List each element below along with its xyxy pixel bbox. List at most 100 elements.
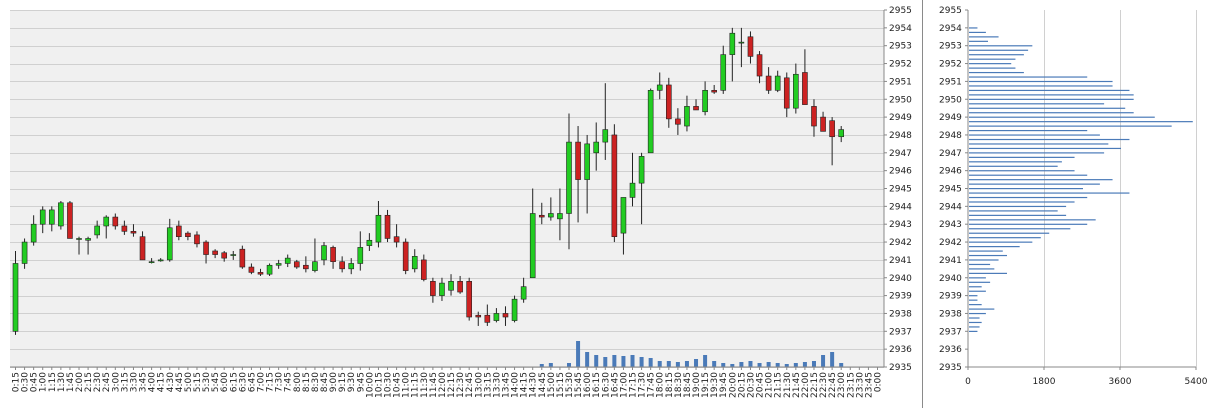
time-tick-label: 13:45 bbox=[501, 372, 511, 398]
time-tick-label: 22:30 bbox=[819, 372, 829, 398]
volume-bar bbox=[793, 363, 798, 367]
profile-price-tick-label: 2954 bbox=[939, 24, 962, 34]
profile-bar bbox=[969, 304, 982, 306]
time-tick-label: 4:45 bbox=[175, 372, 185, 392]
profile-bar bbox=[969, 246, 1020, 248]
volume-bar bbox=[694, 359, 699, 367]
volume-bar bbox=[766, 362, 771, 367]
candle-body bbox=[756, 54, 763, 77]
time-tick-label: 3:00 bbox=[111, 372, 121, 392]
volume-bar bbox=[811, 361, 816, 367]
candle-body bbox=[275, 263, 282, 266]
profile-bar bbox=[969, 299, 978, 301]
time-tick-label: 16:45 bbox=[610, 372, 620, 398]
candle-body bbox=[457, 281, 463, 293]
profile-bar bbox=[969, 138, 1130, 141]
price-tick-label: 2950 bbox=[889, 95, 912, 105]
candle-body bbox=[148, 261, 155, 263]
candle-body bbox=[121, 225, 128, 232]
candle-body bbox=[166, 227, 173, 261]
profile-bar bbox=[969, 116, 1155, 118]
profile-bar bbox=[969, 80, 1113, 83]
time-tick-label: 20:30 bbox=[746, 372, 756, 398]
volume-bar bbox=[802, 362, 807, 367]
time-tick-label: 9:30 bbox=[347, 372, 357, 392]
candle-body bbox=[375, 214, 382, 243]
time-tick-label: 12:30 bbox=[456, 372, 466, 398]
volume-bar bbox=[539, 364, 544, 367]
time-tick-label: 17:45 bbox=[647, 372, 657, 398]
candle-body bbox=[829, 120, 835, 138]
candle-body bbox=[284, 257, 291, 264]
candle-body bbox=[838, 129, 845, 138]
candle-body bbox=[248, 266, 255, 273]
profile-price-tick-label: 2952 bbox=[939, 60, 962, 70]
price-tick-label: 2951 bbox=[889, 77, 912, 87]
profile-bar bbox=[969, 259, 999, 261]
profile-bar bbox=[969, 188, 1083, 190]
profile-bar bbox=[969, 170, 1075, 172]
candle-body bbox=[58, 202, 64, 227]
price-tick-label: 2940 bbox=[889, 274, 912, 284]
price-tick-label: 2937 bbox=[889, 327, 912, 337]
time-tick-label: 19:30 bbox=[710, 372, 720, 398]
time-tick-label: 21:30 bbox=[783, 372, 793, 398]
volume-bar bbox=[639, 357, 644, 367]
time-tick-label: 21:15 bbox=[774, 372, 784, 398]
price-tick-label: 2954 bbox=[889, 24, 912, 34]
time-tick-label: 16:30 bbox=[601, 372, 611, 398]
candle-body bbox=[611, 134, 618, 237]
candle-body bbox=[620, 197, 627, 234]
candle-body bbox=[312, 261, 318, 271]
profile-price-tick-label: 2955 bbox=[939, 6, 962, 16]
time-tick-label: 18:00 bbox=[656, 372, 666, 398]
candle-body bbox=[357, 247, 364, 264]
candle-body bbox=[466, 281, 472, 318]
time-tick-label: 6:00 bbox=[220, 372, 230, 392]
profile-bar bbox=[969, 268, 995, 270]
profile-bar bbox=[969, 89, 1130, 92]
profile-price-tick-label: 2951 bbox=[939, 77, 962, 87]
time-tick-label: 7:00 bbox=[256, 372, 266, 392]
candle-body bbox=[811, 106, 817, 127]
profile-bar bbox=[969, 317, 980, 319]
candle-body bbox=[366, 239, 373, 246]
profile-bar bbox=[969, 219, 1096, 221]
candle-body bbox=[12, 263, 19, 332]
profile-volume-tick-label: 1800 bbox=[1033, 377, 1056, 387]
time-tick-label: 22:15 bbox=[810, 372, 820, 398]
profile-price-tick-label: 2947 bbox=[939, 149, 962, 159]
candle-body bbox=[638, 156, 645, 184]
candle-body bbox=[802, 72, 808, 105]
time-tick-label: 6:30 bbox=[238, 372, 248, 392]
time-tick-label: 0:15 bbox=[12, 372, 22, 392]
profile-bar bbox=[969, 308, 995, 310]
profile-bar bbox=[969, 152, 1105, 154]
time-tick-label: 14:15 bbox=[520, 372, 530, 398]
candle-body bbox=[793, 73, 799, 109]
candle-body bbox=[212, 250, 218, 255]
price-tick-label: 2947 bbox=[889, 149, 912, 159]
profile-bar bbox=[969, 94, 1134, 96]
candle-body bbox=[538, 214, 545, 218]
time-tick-label: 0:30 bbox=[21, 372, 31, 392]
time-tick-label: 13:00 bbox=[474, 372, 484, 398]
candle-body bbox=[502, 313, 509, 318]
candle-body bbox=[30, 223, 37, 243]
time-tick-label: 16:00 bbox=[583, 372, 593, 398]
candlestick-chart[interactable]: 2955 2954 2953 2952 2951 2950 2949 2948 2947 2946… bbox=[0, 0, 922, 408]
profile-price-tick-label: 2953 bbox=[939, 42, 962, 52]
volume-profile-chart[interactable]: 2955 2954 2953 2952 2951 2950 2949 2948 2947 2946… bbox=[924, 0, 1211, 408]
time-tick-label: 14:45 bbox=[538, 372, 548, 398]
profile-bar bbox=[969, 254, 1007, 257]
profile-bar bbox=[969, 143, 1109, 145]
profile-bar bbox=[969, 134, 1100, 136]
profile-bar bbox=[969, 241, 1033, 243]
time-tick-label: 10:15 bbox=[374, 372, 384, 398]
volume-bar bbox=[576, 341, 581, 367]
price-tick-label: 2942 bbox=[889, 238, 912, 248]
profile-bar bbox=[969, 223, 1088, 225]
time-axis-labels: 0:15 0:30 0:45 1:00 1:15 1:30 1:45 2:00 2:15 2:30… bbox=[12, 367, 884, 398]
time-tick-label: 1:30 bbox=[57, 372, 67, 392]
time-tick-label: 11:30 bbox=[420, 372, 430, 398]
